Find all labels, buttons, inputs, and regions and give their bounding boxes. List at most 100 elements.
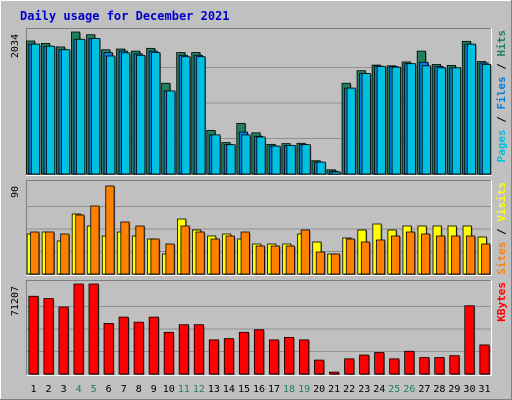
bar-kbytes-day-26	[404, 350, 415, 375]
bar-kbytes-day-22-fill	[344, 358, 355, 375]
x-tick-label-day-7: 7	[121, 384, 127, 395]
bar-pages-day-28	[436, 67, 447, 175]
bar-kbytes-day-18-fill	[284, 336, 295, 375]
x-tick-label-day-11: 11	[178, 384, 190, 395]
bar-pages-day-8	[136, 54, 146, 176]
bar-sites-day-21-fill	[330, 253, 340, 275]
bar-sites-day-20	[315, 251, 326, 275]
bar-pages-day-16-fill	[256, 136, 266, 175]
x-tick-label-day-12: 12	[193, 384, 205, 395]
bar-pages-day-11-fill	[181, 56, 191, 175]
panel-hits-files-pages-side-label-part-1: /	[495, 110, 508, 130]
bar-sites-day-11-fill	[180, 225, 190, 275]
chart-panels: 2034 Pages / Files / Hits 90 Sites / Visits…	[10, 28, 508, 376]
bar-sites-day-13	[210, 238, 221, 275]
bar-kbytes-day-5	[88, 283, 100, 375]
bar-kbytes-day-22	[344, 358, 355, 375]
bar-sites-day-18	[285, 245, 296, 275]
bar-kbytes-day-24-fill	[374, 352, 385, 375]
bar-sites-day-28	[436, 235, 446, 275]
bar-pages-day-17-fill	[271, 145, 281, 175]
bar-kbytes-day-9-fill	[148, 316, 159, 375]
bar-kbytes-day-13-fill	[208, 339, 219, 375]
bar-pages-day-14-fill	[226, 144, 236, 175]
bar-kbytes-day-26-fill	[404, 350, 415, 375]
bar-sites-day-3-fill	[60, 233, 70, 275]
bar-kbytes-day-28	[434, 357, 446, 375]
bar-pages-day-18	[286, 144, 297, 175]
bar-pages-day-10-fill	[166, 90, 176, 175]
bar-pages-day-18-fill	[286, 144, 296, 175]
panel-hits-files-pages-side-label-part-4: Hits	[495, 30, 508, 57]
bar-pages-day-22-fill	[346, 87, 356, 175]
x-tick-label-day-9: 9	[151, 384, 157, 395]
x-tick-label-day-21: 21	[328, 384, 340, 395]
panel-hits-files-pages-ymax-label: 2034	[10, 34, 21, 58]
bar-sites-day-7	[120, 221, 131, 275]
bar-sites-day-27-fill	[421, 233, 431, 275]
bar-kbytes-day-23-fill	[359, 354, 370, 375]
bar-kbytes-day-30-fill	[464, 305, 475, 375]
bar-sites-day-25	[390, 235, 401, 275]
panel-hits-files-pages-side-label-part-3: /	[495, 57, 508, 77]
bar-pages-day-24-fill	[376, 66, 386, 175]
bar-pages-day-13-fill	[211, 134, 221, 175]
bar-pages-day-14	[226, 144, 237, 175]
bar-kbytes-day-15-fill	[238, 331, 250, 375]
bar-sites-day-31	[481, 243, 491, 275]
bar-pages-day-22	[346, 87, 357, 175]
bar-sites-day-18-fill	[285, 245, 295, 275]
bar-kbytes-day-11-fill	[178, 324, 189, 375]
bar-pages-day-19-fill	[301, 144, 311, 175]
bar-kbytes-day-12	[193, 324, 205, 375]
bar-pages-day-7-fill	[121, 52, 131, 175]
bar-pages-day-8-fill	[136, 54, 146, 175]
bar-pages-day-23-fill	[361, 73, 371, 175]
x-tick-label-day-22: 22	[343, 384, 355, 395]
bar-sites-day-8-fill	[135, 225, 145, 275]
bar-sites-day-26-fill	[406, 231, 416, 275]
bar-sites-day-16	[255, 245, 266, 275]
bar-kbytes-day-29-fill	[449, 355, 460, 375]
bar-sites-day-17-fill	[270, 245, 280, 275]
bar-pages-day-7	[121, 52, 131, 175]
bar-pages-day-25-fill	[391, 66, 401, 175]
bar-pages-day-13	[211, 134, 222, 175]
bar-sites-day-9	[150, 238, 161, 275]
bar-pages-day-4	[76, 38, 86, 175]
bar-sites-day-12	[195, 231, 206, 275]
bar-pages-day-28-fill	[436, 67, 446, 175]
bar-pages-day-29-fill	[451, 67, 461, 175]
bar-pages-day-27-fill	[421, 65, 431, 175]
x-tick-label-day-23: 23	[358, 384, 370, 395]
bar-sites-day-24-fill	[375, 239, 386, 275]
bar-kbytes-day-12-fill	[193, 324, 204, 375]
bar-sites-day-20-fill	[315, 251, 325, 275]
bar-pages-day-10	[166, 90, 176, 175]
panel-hits-files-pages-side-label-part-2: Files	[495, 76, 508, 109]
x-tick-label-day-24: 24	[373, 384, 385, 395]
x-tick-label-day-10: 10	[163, 384, 175, 395]
bar-pages-day-20	[316, 161, 327, 175]
bar-sites-day-19-fill	[300, 229, 310, 275]
x-tick-label-day-25: 25	[388, 384, 400, 395]
bar-sites-day-29	[451, 235, 461, 275]
bar-sites-day-26	[406, 231, 416, 275]
bar-kbytes-day-6-fill	[103, 323, 114, 375]
x-tick-label-day-1: 1	[31, 384, 37, 395]
x-tick-label-day-3: 3	[61, 384, 67, 395]
bar-kbytes-day-13	[208, 339, 220, 375]
bar-pages-day-9	[151, 52, 161, 176]
bar-kbytes-day-20	[314, 359, 325, 375]
x-tick-label-day-27: 27	[418, 384, 430, 395]
bar-pages-day-15	[241, 134, 252, 175]
bar-sites-day-14-fill	[225, 235, 235, 275]
bar-sites-day-14	[225, 235, 236, 275]
bar-pages-day-11	[181, 56, 191, 175]
bar-kbytes-day-28-fill	[434, 357, 445, 375]
x-tick-label-day-31: 31	[478, 384, 490, 395]
bar-kbytes-day-8	[133, 321, 145, 375]
bar-kbytes-day-17	[268, 339, 280, 375]
panel-hits-files-pages-side-label-part-0: Pages	[495, 129, 508, 162]
x-tick-label-day-14: 14	[223, 384, 235, 395]
